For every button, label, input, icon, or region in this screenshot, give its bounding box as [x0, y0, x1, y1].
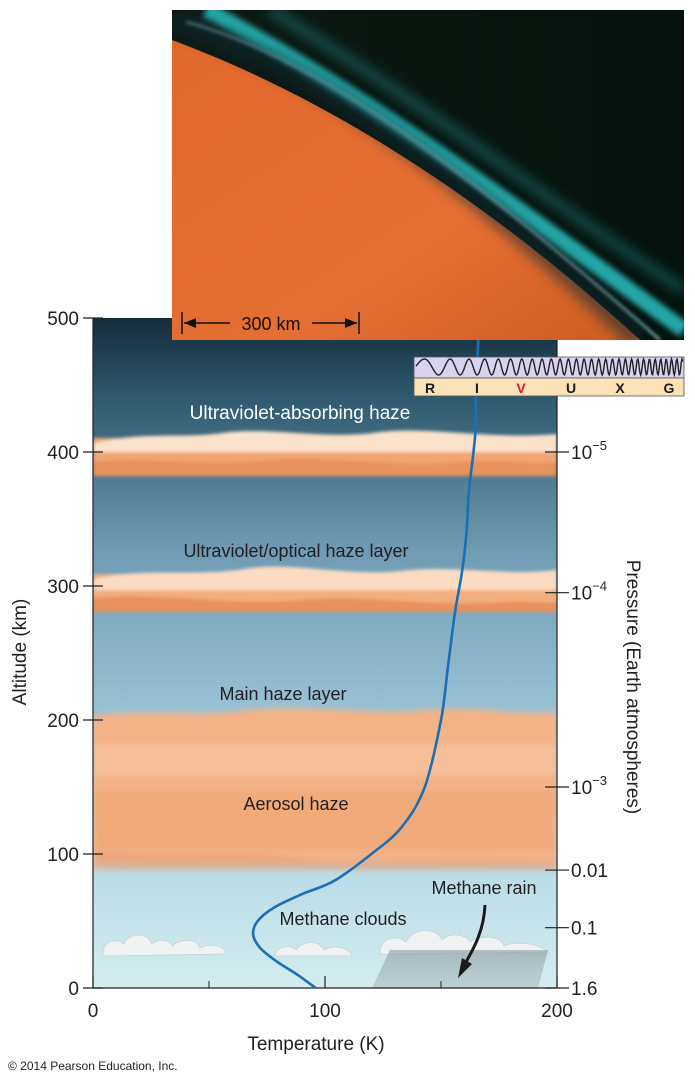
right-tick-label: 10−3: [571, 773, 607, 799]
uv-absorbing-haze-label: Ultraviolet-absorbing haze: [190, 403, 411, 424]
main-and-aerosol-haze-band: [93, 708, 557, 870]
right-axis: 1.6 0.1 0.01 10−3 10−4 10−5: [545, 318, 608, 1000]
aerosol-haze-label: Aerosol haze: [243, 794, 348, 814]
right-tick-label: 0.1: [571, 919, 597, 940]
left-tick-label: 500: [47, 309, 79, 330]
cloud: [274, 942, 353, 957]
main-haze-label: Main haze layer: [219, 684, 346, 704]
methane-rain-label: Methane rain: [431, 878, 536, 898]
x-axis-title: Temperature (K): [247, 1034, 384, 1055]
uv-optical-haze-label: Ultraviolet/optical haze layer: [183, 541, 408, 561]
methane-clouds: [102, 930, 549, 957]
scale-label: 300 km: [241, 314, 300, 334]
uv-absorbing-haze-band: [93, 430, 557, 476]
right-tick-label: 1.6: [571, 979, 597, 1000]
left-tick-label: 200: [47, 711, 79, 732]
spectrum-band-label: R: [425, 380, 435, 396]
left-axis: 0 100 200 300 400 500: [47, 309, 103, 1000]
methane-clouds-label: Methane clouds: [279, 909, 406, 929]
left-tick-label: 0: [68, 979, 79, 1000]
x-tick-label: 200: [541, 1001, 573, 1022]
scale-bar: 300 km: [181, 312, 360, 334]
methane-rain-arrow: [458, 904, 487, 978]
titan-limb-photo: [172, 10, 684, 340]
copyright-notice: © 2014 Pearson Education, Inc.: [8, 1059, 178, 1073]
spectrum-band-label: I: [475, 380, 479, 396]
uv-optical-haze-band: [93, 566, 557, 612]
x-tick-label: 0: [88, 1001, 99, 1022]
bottom-axis: 0 100 200: [88, 976, 573, 1022]
right-tick-label: 10−5: [571, 438, 607, 464]
left-tick-label: 300: [47, 577, 79, 598]
cloud: [379, 930, 549, 955]
right-tick-label: 10−4: [571, 579, 607, 605]
x-tick-label: 100: [309, 1001, 341, 1022]
spectrum-band-label: V: [516, 380, 526, 396]
right-tick-label: 0.01: [571, 861, 608, 882]
cloud: [102, 934, 227, 957]
right-axis-title: Pressure (Earth atmospheres): [622, 560, 643, 815]
spectrum-band-label: G: [664, 380, 675, 396]
haze-layers: [93, 430, 557, 870]
spectrum-band-label: X: [615, 380, 625, 396]
temperature-profile-line: [251, 317, 480, 990]
spectrum-band-label: U: [566, 380, 576, 396]
plot-area: [93, 318, 557, 988]
left-tick-label: 400: [47, 443, 79, 464]
left-axis-title: Altitude (km): [10, 599, 31, 706]
left-tick-label: 100: [47, 845, 79, 866]
